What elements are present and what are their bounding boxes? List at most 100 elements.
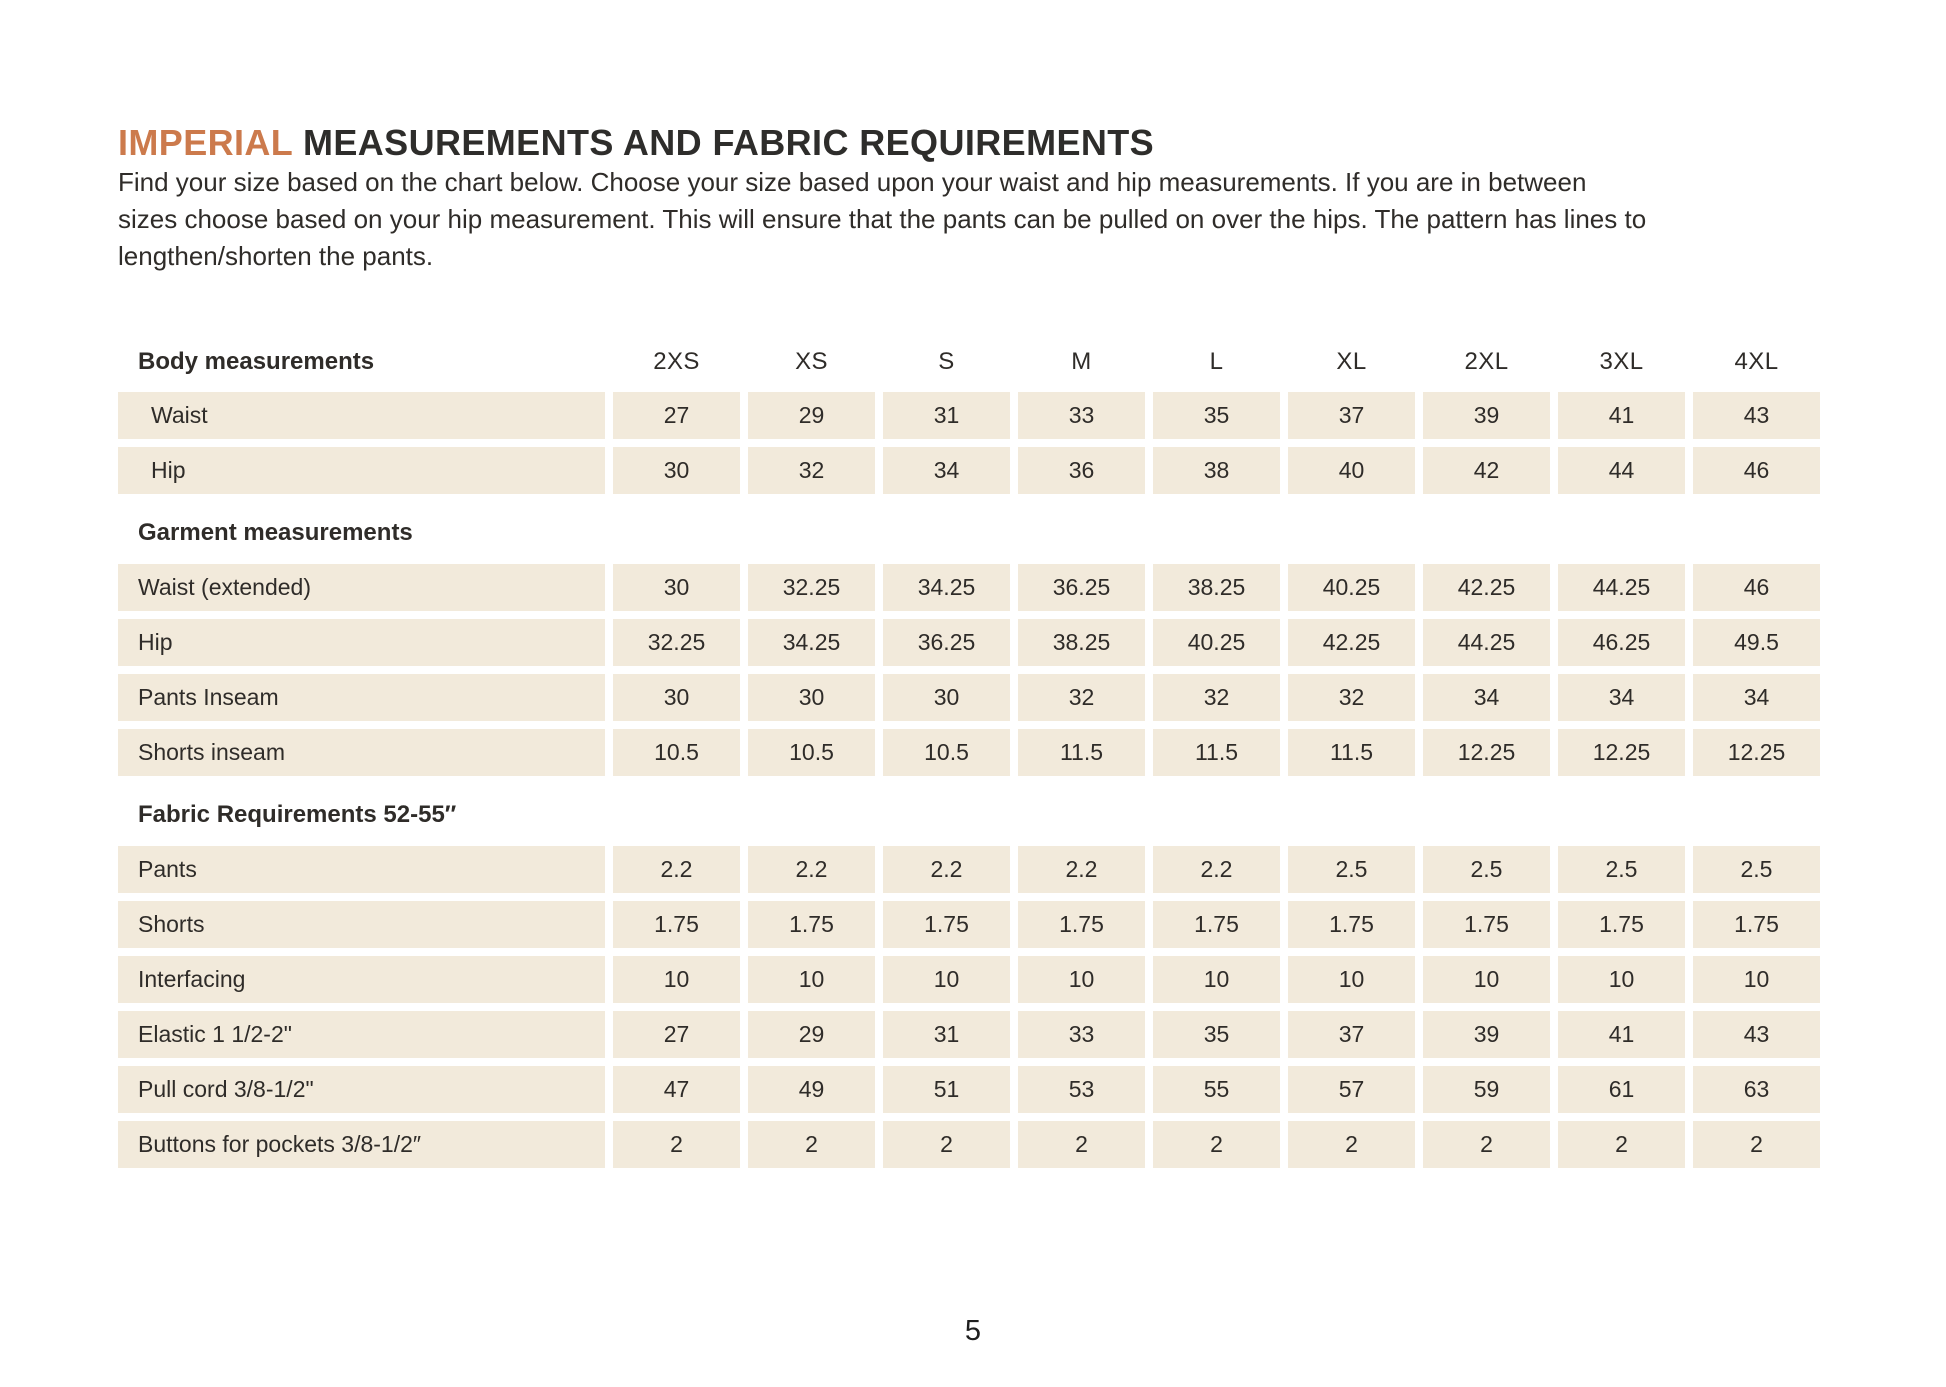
value-cell: 1.75 xyxy=(1693,901,1820,948)
value-cell: 1.75 xyxy=(1018,901,1145,948)
value-cell: 2.5 xyxy=(1423,846,1550,893)
page-title-highlight: IMPERIAL xyxy=(118,122,293,163)
value-cell: 10 xyxy=(1558,956,1685,1003)
section-header-body-measurements: Body measurements xyxy=(138,347,375,375)
value-cell: 34 xyxy=(1423,674,1550,721)
value-cell: 2 xyxy=(1423,1121,1550,1168)
value-cell: 2 xyxy=(1288,1121,1415,1168)
value-cell: 10 xyxy=(1423,956,1550,1003)
value-cell: 42 xyxy=(1423,447,1550,494)
value-cell: 40 xyxy=(1288,447,1415,494)
measurement-row: Pants 2.2 2.2 2.2 2.2 2.2 2.5 2.5 2.5 2.5 xyxy=(118,846,1820,893)
value-cell: 32 xyxy=(1153,674,1280,721)
value-cell: 12.25 xyxy=(1693,729,1820,776)
value-cell: 1.75 xyxy=(883,901,1010,948)
size-chart-table: Body measurements 2XS XS S M L XL 2XL 3XL 4XL Wais… xyxy=(118,338,1820,1176)
value-cell: 55 xyxy=(1153,1066,1280,1113)
value-cell: 32.25 xyxy=(613,619,740,666)
measurement-row: Elastic 1 1/2-2" 27 29 31 33 35 37 39 41 43 xyxy=(118,1011,1820,1058)
value-cell: 11.5 xyxy=(1018,729,1145,776)
value-cell: 46.25 xyxy=(1558,619,1685,666)
value-cell: 2 xyxy=(613,1121,740,1168)
size-column-header: 2XS xyxy=(653,347,700,375)
value-cell: 2.2 xyxy=(1018,846,1145,893)
value-cell: 46 xyxy=(1693,564,1820,611)
value-cell: 10 xyxy=(1693,956,1820,1003)
value-cell: 2.5 xyxy=(1558,846,1685,893)
value-cell: 36.25 xyxy=(883,619,1010,666)
row-label: Waist xyxy=(118,392,605,439)
value-cell: 36.25 xyxy=(1018,564,1145,611)
size-column-header: M xyxy=(1071,347,1092,375)
measurement-row: Waist 27 29 31 33 35 37 39 41 43 xyxy=(118,392,1820,439)
value-cell: 12.25 xyxy=(1558,729,1685,776)
value-cell: 2.5 xyxy=(1693,846,1820,893)
intro-line: lengthen/shorten the pants. xyxy=(118,241,434,271)
value-cell: 38.25 xyxy=(1153,564,1280,611)
section-header: Garment measurements xyxy=(138,519,413,546)
value-cell: 30 xyxy=(883,674,1010,721)
value-cell: 34.25 xyxy=(883,564,1010,611)
value-cell: 34 xyxy=(1558,674,1685,721)
value-cell: 41 xyxy=(1558,1011,1685,1058)
value-cell: 2 xyxy=(1153,1121,1280,1168)
row-label: Elastic 1 1/2-2" xyxy=(118,1011,605,1058)
value-cell: 49 xyxy=(748,1066,875,1113)
value-cell: 10 xyxy=(613,956,740,1003)
measurement-row: Hip 32.25 34.25 36.25 38.25 40.25 42.25 44.25 46… xyxy=(118,619,1820,666)
value-cell: 34.25 xyxy=(748,619,875,666)
value-cell: 30 xyxy=(613,564,740,611)
value-cell: 29 xyxy=(748,392,875,439)
intro-line: sizes choose based on your hip measureme… xyxy=(118,204,1647,234)
value-cell: 2 xyxy=(748,1121,875,1168)
value-cell: 44.25 xyxy=(1558,564,1685,611)
size-column-header: XL xyxy=(1336,347,1367,375)
value-cell: 32.25 xyxy=(748,564,875,611)
size-column-header: 2XL xyxy=(1464,347,1509,375)
value-cell: 1.75 xyxy=(1423,901,1550,948)
page-title: IMPERIAL MEASUREMENTS AND FABRIC REQUIRE… xyxy=(118,122,1154,164)
value-cell: 61 xyxy=(1558,1066,1685,1113)
value-cell: 1.75 xyxy=(748,901,875,948)
value-cell: 35 xyxy=(1153,1011,1280,1058)
measurement-row: Pants Inseam 30 30 30 32 32 32 34 34 34 xyxy=(118,674,1820,721)
value-cell: 42.25 xyxy=(1288,619,1415,666)
value-cell: 10.5 xyxy=(883,729,1010,776)
value-cell: 1.75 xyxy=(613,901,740,948)
value-cell: 51 xyxy=(883,1066,1010,1113)
value-cell: 36 xyxy=(1018,447,1145,494)
value-cell: 2 xyxy=(883,1121,1010,1168)
value-cell: 34 xyxy=(883,447,1010,494)
row-label: Interfacing xyxy=(118,956,605,1003)
row-label: Shorts inseam xyxy=(118,729,605,776)
section-header: Fabric Requirements 52-55″ xyxy=(138,801,457,828)
value-cell: 1.75 xyxy=(1153,901,1280,948)
row-label: Pull cord 3/8-1/2" xyxy=(118,1066,605,1113)
row-label: Pants xyxy=(118,846,605,893)
value-cell: 2.2 xyxy=(748,846,875,893)
value-cell: 32 xyxy=(1288,674,1415,721)
size-column-header: L xyxy=(1209,347,1224,375)
value-cell: 31 xyxy=(883,1011,1010,1058)
value-cell: 37 xyxy=(1288,1011,1415,1058)
value-cell: 12.25 xyxy=(1423,729,1550,776)
measurement-row: Buttons for pockets 3/8-1/2″ 2 2 2 2 2 2 2 2 2 xyxy=(118,1121,1820,1168)
value-cell: 30 xyxy=(613,447,740,494)
measurement-row: Shorts 1.75 1.75 1.75 1.75 1.75 1.75 1.75 1.75 1.… xyxy=(118,901,1820,948)
size-column-header: XS xyxy=(795,347,828,375)
measurement-row: Shorts inseam 10.5 10.5 10.5 11.5 11.5 11.5 12.… xyxy=(118,729,1820,776)
value-cell: 53 xyxy=(1018,1066,1145,1113)
value-cell: 43 xyxy=(1693,392,1820,439)
value-cell: 40.25 xyxy=(1288,564,1415,611)
value-cell: 44.25 xyxy=(1423,619,1550,666)
size-column-header: 3XL xyxy=(1599,347,1644,375)
measurement-row: Interfacing 10 10 10 10 10 10 10 10 10 xyxy=(118,956,1820,1003)
value-cell: 1.75 xyxy=(1558,901,1685,948)
value-cell: 43 xyxy=(1693,1011,1820,1058)
row-label: Hip xyxy=(118,619,605,666)
value-cell: 35 xyxy=(1153,392,1280,439)
value-cell: 33 xyxy=(1018,392,1145,439)
value-cell: 10 xyxy=(1153,956,1280,1003)
size-column-header: 4XL xyxy=(1734,347,1779,375)
